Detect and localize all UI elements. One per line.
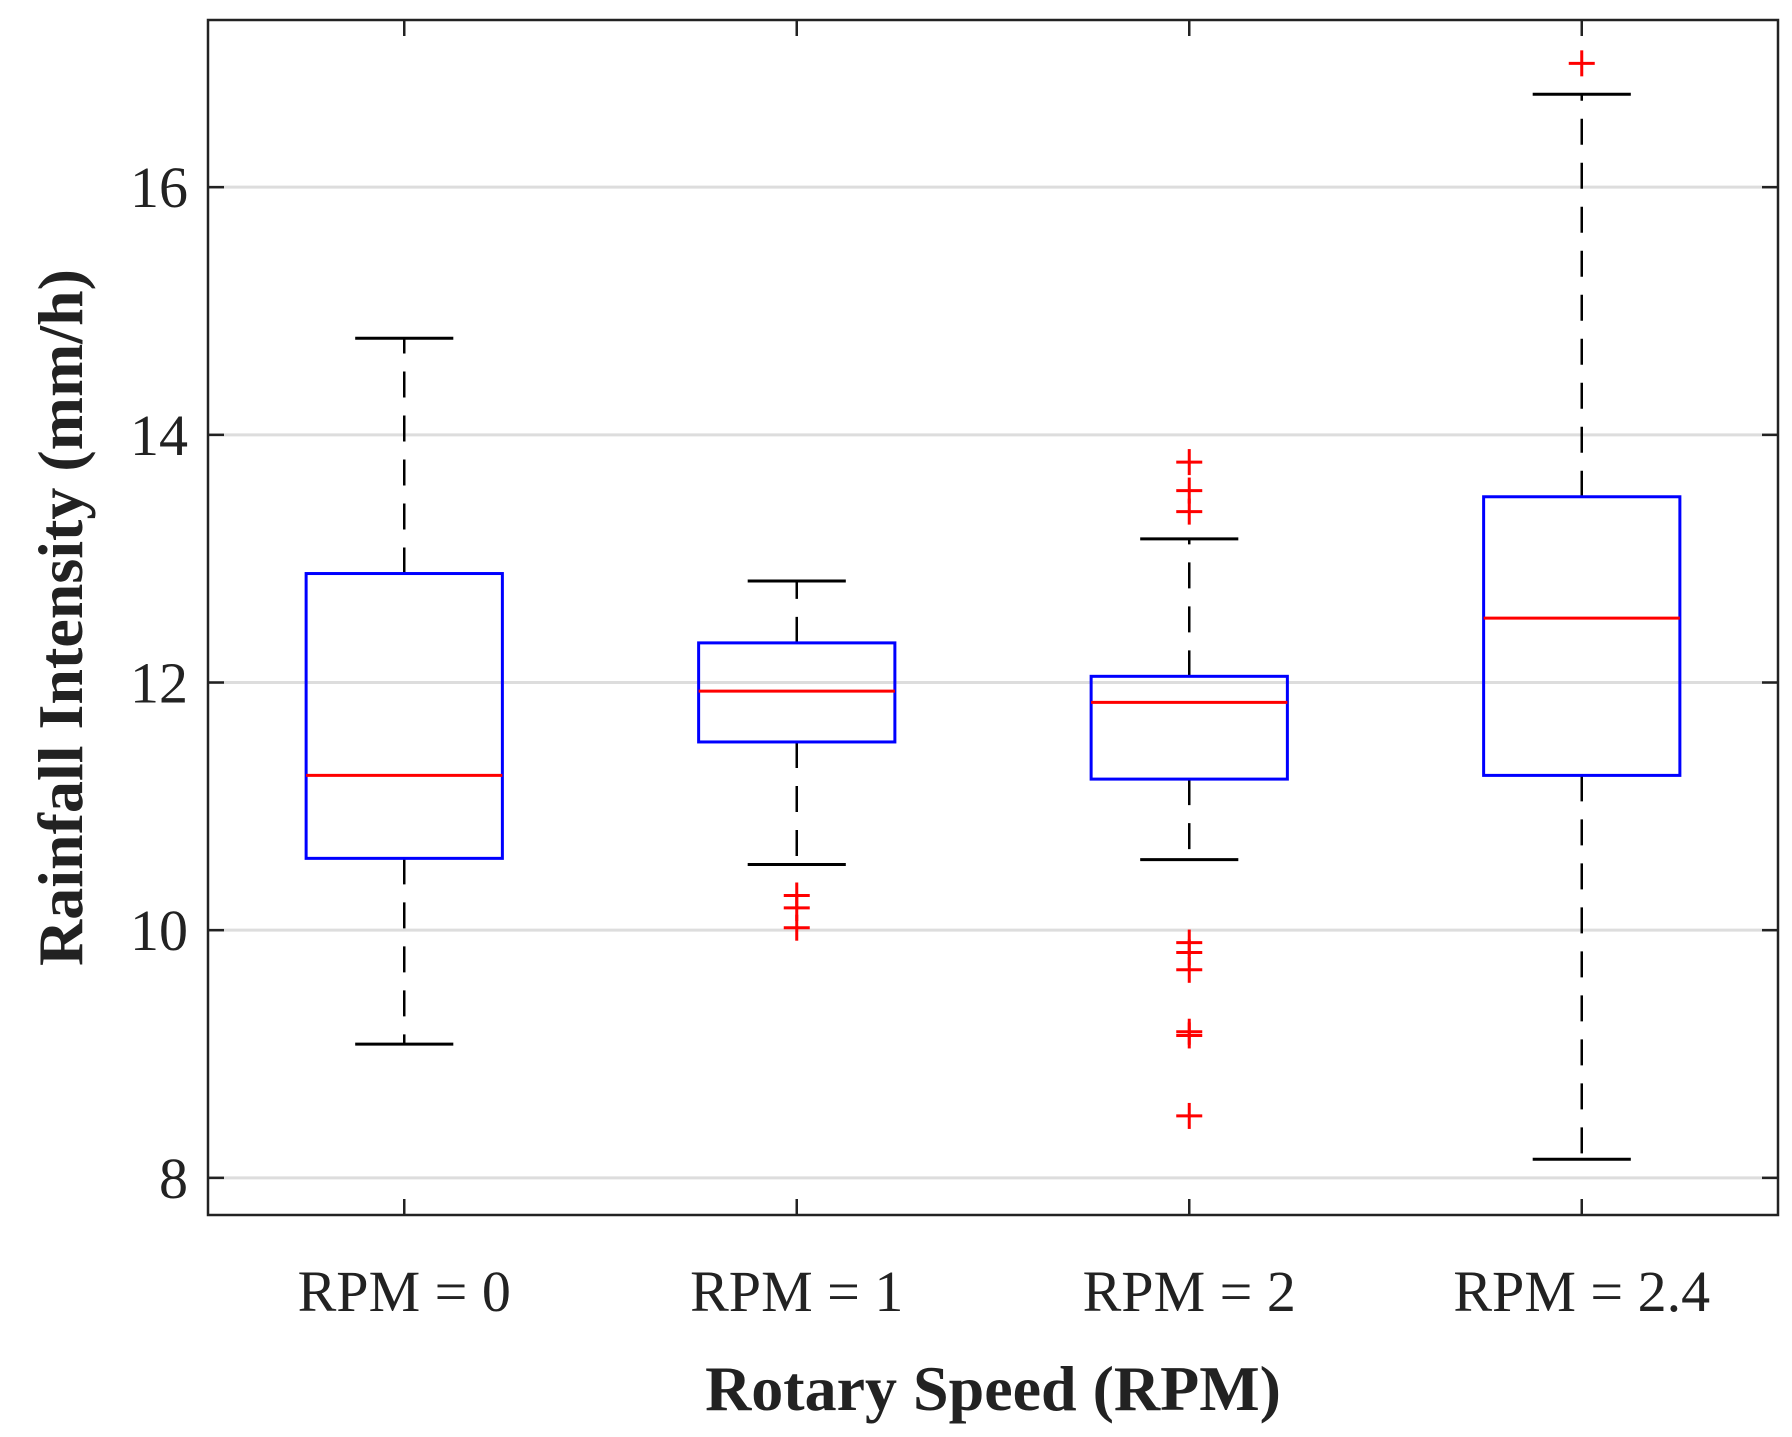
- outlier-marker: [783, 882, 810, 909]
- y-tick-labels: 8 10 12 14 16: [130, 155, 188, 1211]
- box-2: [697, 579, 897, 941]
- iqr-box: [304, 572, 504, 860]
- outlier-marker: [1568, 50, 1595, 77]
- outlier-marker: [1176, 1018, 1203, 1045]
- outlier-marker: [1176, 449, 1203, 476]
- box-3: [1089, 449, 1289, 1129]
- y-tick-label: 10: [130, 898, 188, 963]
- y-tick-label: 12: [130, 651, 188, 716]
- x-axis-title: Rotary Speed (RPM): [705, 1353, 1281, 1424]
- outlier-marker: [1176, 929, 1203, 956]
- iqr-box: [1482, 495, 1682, 777]
- box-4: [1482, 50, 1682, 1161]
- tick-marks: [208, 20, 1778, 1215]
- outlier-marker: [1176, 1102, 1203, 1129]
- x-tick-label: RPM = 0: [298, 1259, 511, 1324]
- y-tick-label: 16: [130, 155, 188, 220]
- y-axis-title: Rainfall Intensity (mm/h): [25, 269, 96, 966]
- box-group: [304, 50, 1682, 1161]
- y-tick-label: 8: [159, 1146, 188, 1211]
- outlier-marker: [1176, 477, 1203, 504]
- iqr-box: [1089, 674, 1289, 781]
- x-tick-label: RPM = 2: [1083, 1259, 1296, 1324]
- x-tick-label: RPM = 2.4: [1453, 1259, 1710, 1324]
- gridlines: [208, 185, 1778, 1180]
- plot-frame: [206, 18, 1780, 1217]
- x-tick-labels: RPM = 0 RPM = 1 RPM = 2 RPM = 2.4: [298, 1259, 1710, 1324]
- x-tick-label: RPM = 1: [690, 1259, 903, 1324]
- y-tick-label: 14: [130, 403, 188, 468]
- box-1: [304, 336, 504, 1046]
